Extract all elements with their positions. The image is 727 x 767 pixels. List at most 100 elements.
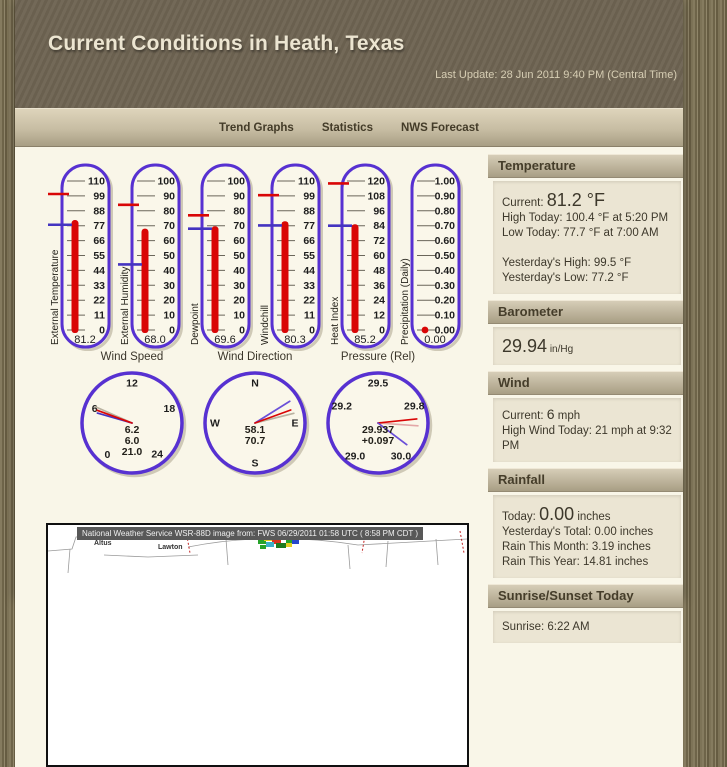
svg-text:Precipitation (Daily): Precipitation (Daily) <box>400 258 411 345</box>
svg-text:70: 70 <box>233 220 245 232</box>
svg-text:0.70: 0.70 <box>435 220 456 232</box>
svg-text:0.40: 0.40 <box>435 265 456 277</box>
dial-title: Pressure (Rel) <box>340 351 416 363</box>
stat-text: 81.2 °F <box>546 190 605 210</box>
svg-text:0: 0 <box>169 325 175 337</box>
svg-text:0: 0 <box>104 449 110 461</box>
stat-text: Rain This Year: 14.81 inches <box>502 556 649 568</box>
dial-pressure-rel: Pressure (Rel) 29.5 29.8 30.0 29.0 29.2 29.937… <box>322 351 434 485</box>
radar-map-svg: Altus Lawton <box>48 526 467 574</box>
dial-svg: 12 18 24 0 6 6.26.021.0 <box>80 371 187 478</box>
stat-text: Rain This Month: 3.19 inches <box>502 541 651 553</box>
section-header-barometer: Barometer <box>488 300 683 324</box>
stat-text: High Today: 100.4 °F at 5:20 PM <box>502 212 669 224</box>
stat-row: Yesterday's High: 99.5 °F <box>502 256 673 271</box>
page-title: Current Conditions in Heath, Texas <box>48 32 405 55</box>
svg-text:0: 0 <box>309 325 315 337</box>
dial-wind-direction: Wind Direction N E S W 58.1 70.7 <box>199 351 311 485</box>
nav-item-nws-forecast[interactable]: NWS Forecast <box>400 121 479 134</box>
nav-item-trend-graphs[interactable]: Trend Graphs <box>219 121 294 134</box>
svg-text:0.50: 0.50 <box>435 250 456 262</box>
svg-text:80.3: 80.3 <box>284 334 305 346</box>
stat-row: High Today: 100.4 °F at 5:20 PM <box>502 211 673 226</box>
stat-row: Yesterday's Total: 0.00 inches <box>502 525 673 540</box>
stat-text: Yesterday's High: 99.5 °F <box>502 257 632 269</box>
dial-wind-speed: Wind Speed 12 18 24 0 6 6.2 6.0 21.0 <box>76 351 188 485</box>
thermometer-external-humidity: 100 90 80 70 60 50 40 30 20 10 0 68.0 External Humid… <box>115 161 185 357</box>
stat-row <box>502 241 673 256</box>
svg-text:External Humidity: External Humidity <box>120 267 131 345</box>
stat-text: High Wind Today: 21 mph at 9:32 PM <box>502 425 672 452</box>
svg-text:81.2: 81.2 <box>74 334 95 346</box>
map-city-label: Lawton <box>158 544 183 551</box>
svg-text:0: 0 <box>239 325 245 337</box>
svg-text:50: 50 <box>163 250 175 262</box>
svg-text:55: 55 <box>93 250 105 262</box>
svg-text:29.8: 29.8 <box>404 401 425 413</box>
stat-text: in/Hg <box>547 344 574 355</box>
svg-text:90: 90 <box>233 190 245 202</box>
svg-text:0: 0 <box>379 325 385 337</box>
svg-text:11: 11 <box>94 310 105 322</box>
svg-text:44: 44 <box>93 265 105 277</box>
svg-text:48: 48 <box>373 265 385 277</box>
stat-text: Low Today: 77.7 °F at 7:00 AM <box>502 227 659 239</box>
svg-text:30: 30 <box>163 280 175 292</box>
section-header-rainfall: Rainfall <box>488 468 683 492</box>
svg-text:58.1: 58.1 <box>245 424 266 436</box>
svg-text:12: 12 <box>373 310 385 322</box>
stat-text: Today: <box>502 511 540 523</box>
stat-row: Low Today: 77.7 °F at 7:00 AM <box>502 226 673 241</box>
stat-text: Yesterday's Total: 0.00 inches <box>502 526 654 538</box>
dial-title: Wind Direction <box>217 351 293 363</box>
content: 110 99 88 77 66 55 44 33 22 11 0 81.2 External Tempe… <box>15 147 683 767</box>
stat-row: Sunrise: 6:22 AM <box>502 620 673 635</box>
svg-text:90: 90 <box>163 190 175 202</box>
sidebar: Temperature Current: 81.2 °F High Today: 1… <box>488 147 683 767</box>
stat-row: Rain This Year: 14.81 inches <box>502 555 673 570</box>
nav-item-statistics[interactable]: Statistics <box>321 121 373 134</box>
svg-text:77: 77 <box>303 220 315 232</box>
svg-text:Windchill: Windchill <box>260 305 271 345</box>
svg-text:100: 100 <box>227 176 245 188</box>
section-body-wind: Current: 6 mph High Wind Today: 21 mph at… <box>493 398 681 462</box>
svg-text:1.00: 1.00 <box>435 176 456 188</box>
stat-row: High Wind Today: 21 mph at 9:32 PM <box>502 424 673 454</box>
last-update: Last Update: 28 Jun 2011 9:40 PM (Centra… <box>435 69 677 81</box>
thermometer-external-temperature: 110 99 88 77 66 55 44 33 22 11 0 81.2 External Tempe… <box>45 161 115 357</box>
svg-text:66: 66 <box>303 235 315 247</box>
svg-text:99: 99 <box>303 190 315 202</box>
thermometer-heat-index: 120 108 96 84 72 60 48 36 24 12 0 85.2 Heat Index <box>325 161 395 357</box>
section-header-wind: Wind <box>488 371 683 395</box>
main-panel: 110 99 88 77 66 55 44 33 22 11 0 81.2 External Tempe… <box>15 147 488 767</box>
svg-text:72: 72 <box>373 235 385 247</box>
svg-text:21.0: 21.0 <box>122 446 143 458</box>
svg-text:20: 20 <box>163 295 175 307</box>
svg-text:69.6: 69.6 <box>214 334 235 346</box>
svg-text:E: E <box>291 418 298 430</box>
section-header-temperature: Temperature <box>488 154 683 178</box>
svg-text:18: 18 <box>163 403 175 415</box>
svg-text:110: 110 <box>88 176 105 188</box>
svg-text:29.937: 29.937 <box>362 424 394 436</box>
section-body-sunrise-sunset-today: Sunrise: 6:22 AM <box>493 611 681 643</box>
dial-svg: N E S W 58.170.7 <box>203 371 310 478</box>
svg-text:80: 80 <box>163 205 175 217</box>
svg-text:6.2: 6.2 <box>125 424 140 436</box>
svg-text:+0.097: +0.097 <box>362 435 395 447</box>
gauge-svg: 1.00 0.90 0.80 0.70 0.60 0.50 0.40 0.30 0.20 0.10… <box>400 163 463 351</box>
radar-caption: National Weather Service WSR-88D image f… <box>77 527 423 540</box>
stat-row: Current: 81.2 °F <box>502 190 673 211</box>
svg-text:110: 110 <box>298 176 315 188</box>
stat-text: mph <box>554 410 581 422</box>
svg-text:30.0: 30.0 <box>391 450 412 462</box>
svg-text:100: 100 <box>157 176 175 188</box>
map-city-label: Altus <box>94 540 112 547</box>
radar-image: National Weather Service WSR-88D image f… <box>46 523 469 767</box>
stat-text: Sunrise: 6:22 AM <box>502 621 590 633</box>
stat-row: Current: 6 mph <box>502 407 673 424</box>
svg-text:0.20: 0.20 <box>435 295 456 307</box>
svg-text:0.80: 0.80 <box>435 205 456 217</box>
